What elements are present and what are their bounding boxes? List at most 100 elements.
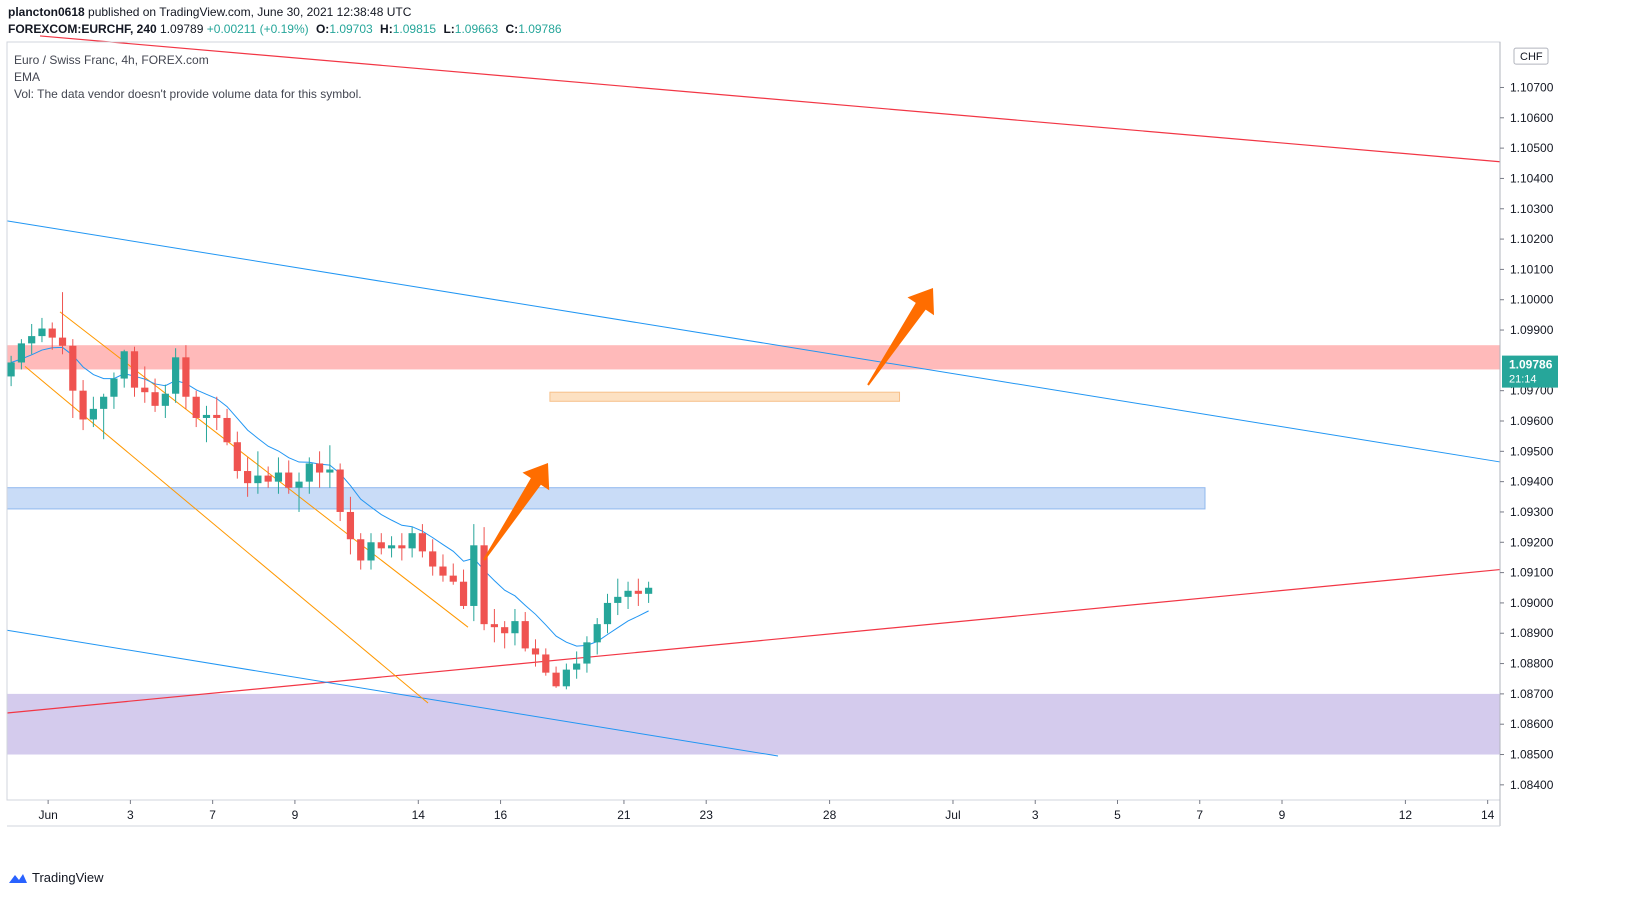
candle[interactable]	[182, 345, 190, 409]
candle[interactable]	[326, 445, 334, 488]
support-zone[interactable]	[6, 487, 1206, 510]
candle[interactable]	[521, 612, 529, 652]
candle[interactable]	[264, 466, 272, 488]
candle[interactable]	[429, 539, 437, 576]
candle-body	[449, 575, 457, 582]
candle[interactable]	[387, 536, 396, 558]
candle[interactable]	[7, 355, 15, 387]
candle[interactable]	[28, 323, 36, 355]
publish-line: plancton0618 published on TradingView.co…	[8, 5, 411, 19]
author-name[interactable]: plancton0618	[8, 5, 85, 19]
currency-badge[interactable]	[1513, 47, 1549, 65]
candle-body	[377, 542, 385, 549]
resistance-zone[interactable]	[7, 345, 1500, 370]
candle[interactable]	[624, 581, 632, 609]
price-axis[interactable]: 1.10700 1.10600 1.10500 1.10400 1.10300 1.102…	[1500, 47, 1558, 792]
candle[interactable]	[315, 451, 324, 488]
candle[interactable]	[244, 457, 252, 497]
candle[interactable]	[614, 578, 622, 616]
candle[interactable]	[192, 390, 200, 428]
candle[interactable]	[151, 378, 159, 412]
candle[interactable]	[48, 322, 56, 350]
candle[interactable]	[58, 292, 67, 355]
channel-lower-line[interactable]	[24, 366, 429, 704]
candle[interactable]	[593, 618, 601, 655]
arrows-layer	[483, 288, 934, 561]
candle[interactable]	[357, 533, 365, 570]
candle[interactable]	[531, 639, 540, 667]
upper-blue-trendline[interactable]	[6, 220, 1501, 463]
candle[interactable]	[552, 666, 560, 688]
candle[interactable]	[470, 524, 478, 622]
candle[interactable]	[501, 621, 509, 649]
candle-body	[552, 672, 560, 687]
candle[interactable]	[562, 663, 570, 690]
candle[interactable]	[634, 578, 642, 606]
candle[interactable]	[285, 460, 293, 494]
price-tick-label: 1.10100	[1510, 262, 1554, 276]
candle[interactable]	[223, 408, 231, 446]
candle[interactable]	[439, 554, 447, 582]
demand-zone[interactable]	[7, 693, 1500, 755]
symbol-label[interactable]: FOREXCOM:EURCHF, 240	[8, 22, 157, 36]
lower-red-trendline[interactable]	[6, 568, 1501, 714]
candle[interactable]	[89, 396, 97, 428]
candle[interactable]	[490, 608, 498, 643]
candle[interactable]	[130, 346, 139, 397]
candle[interactable]	[449, 563, 457, 585]
candle-body	[130, 351, 139, 388]
price-tick-label: 1.10600	[1510, 111, 1554, 125]
channel-upper-line[interactable]	[59, 311, 469, 628]
symbol-legend-title[interactable]: Euro / Swiss Franc, 4h, FOREX.com	[14, 53, 209, 67]
candle[interactable]	[141, 366, 149, 403]
candle[interactable]	[17, 339, 25, 370]
candle[interactable]	[480, 527, 488, 631]
candle[interactable]	[161, 384, 169, 418]
volume-legend[interactable]: Vol: The data vendor doesn't provide vol…	[14, 87, 362, 101]
candle[interactable]	[645, 581, 653, 603]
ema-legend[interactable]: EMA	[14, 70, 41, 84]
candle[interactable]	[603, 593, 612, 634]
candle[interactable]	[367, 533, 375, 570]
candle[interactable]	[69, 339, 77, 418]
upper-red-trendline[interactable]	[39, 35, 1501, 163]
candle[interactable]	[110, 372, 118, 409]
candle[interactable]	[573, 651, 581, 679]
candle[interactable]	[295, 472, 303, 512]
candle[interactable]	[120, 349, 128, 388]
candle[interactable]	[377, 533, 385, 555]
candle[interactable]	[172, 348, 180, 403]
candle[interactable]	[346, 496, 355, 555]
lower-blue-trendline[interactable]	[6, 629, 779, 757]
time-tick-label: 16	[494, 808, 508, 822]
candle[interactable]	[202, 405, 211, 443]
candle[interactable]	[79, 380, 87, 431]
bullish-arrow-left[interactable]	[483, 463, 550, 561]
candle-body	[521, 621, 529, 649]
consolidation-zone[interactable]	[549, 391, 901, 402]
candle[interactable]	[542, 648, 550, 676]
candle[interactable]	[408, 527, 416, 558]
candle[interactable]	[305, 457, 313, 494]
candle[interactable]	[336, 463, 344, 522]
candle[interactable]	[100, 393, 108, 440]
candle[interactable]	[398, 533, 406, 561]
time-axis[interactable]: Jun 3 7 9 14 16 21 23 28 Jul 3 5 7 9 12 14	[38, 800, 1495, 822]
candle[interactable]	[583, 636, 591, 673]
candle[interactable]	[418, 524, 427, 558]
bullish-arrow-right[interactable]	[867, 288, 934, 386]
candle[interactable]	[274, 457, 283, 494]
candle-body	[110, 378, 118, 397]
footer-brand[interactable]: TradingView	[8, 870, 104, 885]
candle[interactable]	[459, 569, 468, 609]
candle[interactable]	[254, 451, 262, 494]
candle[interactable]	[213, 396, 221, 431]
candle[interactable]	[233, 431, 241, 479]
open-label: O:	[315, 22, 330, 36]
candle[interactable]	[38, 317, 46, 343]
last-price-tag[interactable]	[1502, 355, 1558, 388]
candle-body	[151, 392, 159, 406]
price-tick-label: 1.10300	[1510, 202, 1554, 216]
candle[interactable]	[511, 608, 519, 646]
